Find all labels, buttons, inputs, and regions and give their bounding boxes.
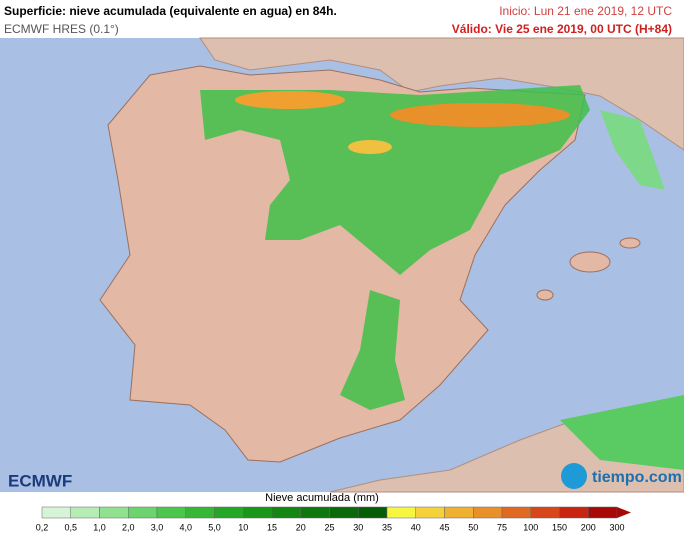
legend-swatch bbox=[559, 506, 589, 519]
legend-label: 75 bbox=[497, 522, 507, 532]
legend-label: 15 bbox=[267, 522, 277, 532]
valid-time: Válido: Vie 25 ene 2019, 00 UTC (H+84) bbox=[452, 22, 672, 36]
legend-label: 200 bbox=[581, 522, 596, 532]
legend-label: 0,2 bbox=[36, 522, 49, 532]
legend-label: 50 bbox=[468, 522, 478, 532]
legend-label: 300 bbox=[609, 522, 624, 532]
legend-swatch bbox=[214, 506, 244, 519]
snow-peak bbox=[348, 140, 392, 154]
legend-swatch bbox=[329, 506, 359, 519]
snow-peak bbox=[235, 91, 345, 109]
model: ECMWF HRES (0.1°) bbox=[4, 22, 119, 36]
legend-swatch bbox=[386, 506, 416, 519]
legend-label: 30 bbox=[353, 522, 363, 532]
legend-title: Nieve acumulada (mm) bbox=[265, 492, 379, 504]
legend-swatch bbox=[185, 506, 215, 519]
legend-swatch bbox=[358, 506, 388, 519]
legend-label: 150 bbox=[552, 522, 567, 532]
legend-swatch bbox=[156, 506, 186, 519]
legend-swatch bbox=[128, 506, 158, 519]
snow-east bbox=[600, 110, 665, 190]
legend-label: 3,0 bbox=[151, 522, 164, 532]
legend-swatch bbox=[41, 506, 71, 519]
legend-swatch bbox=[243, 506, 273, 519]
mallorca bbox=[569, 251, 611, 273]
legend-swatch bbox=[271, 506, 301, 519]
legend-swatch bbox=[501, 506, 531, 519]
legend-label: 20 bbox=[296, 522, 306, 532]
legend-arrow bbox=[617, 507, 631, 518]
tiempo-logo: tiempo.com bbox=[592, 469, 682, 486]
legend-label: 2,0 bbox=[122, 522, 135, 532]
snow-africa bbox=[560, 395, 684, 470]
start-time: Inicio: Lun 21 ene 2019, 12 UTC bbox=[499, 4, 672, 18]
legend-swatch bbox=[588, 506, 618, 519]
legend-swatch bbox=[444, 506, 474, 519]
legend-label: 100 bbox=[523, 522, 538, 532]
legend-swatch bbox=[99, 506, 129, 519]
legend-swatch bbox=[530, 506, 560, 519]
menorca bbox=[619, 237, 641, 249]
title: Superficie: nieve acumulada (equivalente… bbox=[4, 4, 337, 18]
legend-label: 0,5 bbox=[64, 522, 77, 532]
legend-label: 1,0 bbox=[93, 522, 106, 532]
legend-label: 25 bbox=[324, 522, 334, 532]
ecmwf-logo: ECMWF bbox=[8, 471, 72, 490]
ibiza bbox=[536, 289, 554, 301]
legend-label: 35 bbox=[382, 522, 392, 532]
legend-swatch bbox=[473, 506, 503, 519]
legend: 0,2 0,5 1,0 2,0 3,0 4,0 5,0 10 15 20 25 30 35 40 45 50 7… bbox=[36, 506, 631, 532]
tiempo-icon bbox=[561, 463, 587, 489]
snow-peak bbox=[390, 103, 570, 127]
france bbox=[199, 37, 684, 151]
legend-label: 4,0 bbox=[179, 522, 192, 532]
snow-south bbox=[340, 290, 405, 410]
legend-label: 10 bbox=[238, 522, 248, 532]
legend-swatch bbox=[415, 506, 445, 519]
legend-label: 40 bbox=[411, 522, 421, 532]
legend-label: 5,0 bbox=[208, 522, 221, 532]
legend-swatch bbox=[70, 506, 100, 519]
legend-label: 45 bbox=[439, 522, 449, 532]
snow-north bbox=[200, 85, 590, 275]
legend-swatch bbox=[300, 506, 330, 519]
